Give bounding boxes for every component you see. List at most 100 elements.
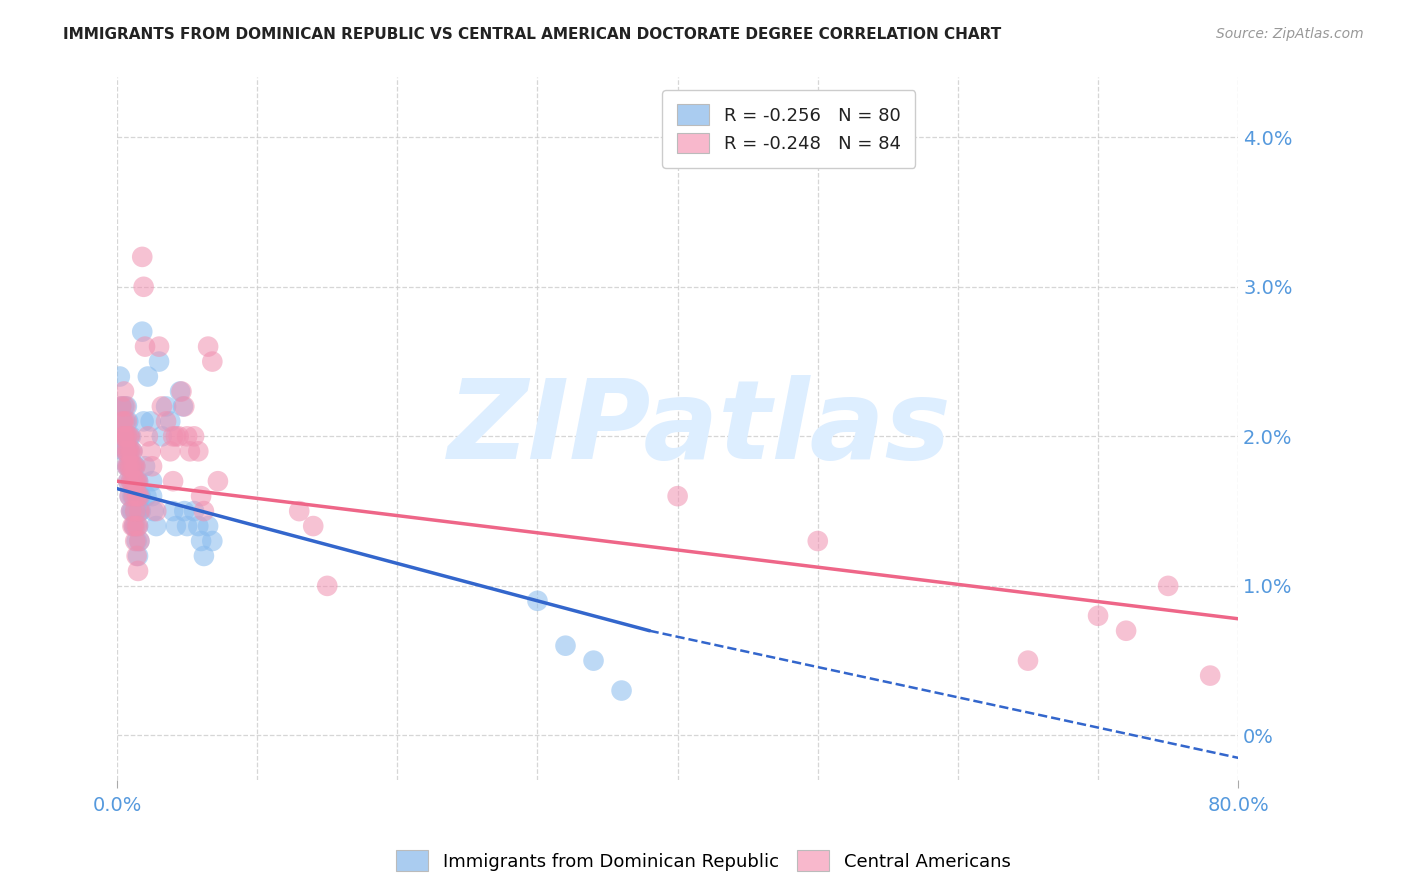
Point <box>114 400 136 414</box>
Point <box>582 654 605 668</box>
Point <box>190 489 212 503</box>
Point <box>150 429 173 443</box>
Point <box>118 489 141 503</box>
Point <box>125 489 148 503</box>
Point <box>554 639 576 653</box>
Point <box>124 504 146 518</box>
Point <box>111 429 134 443</box>
Point <box>117 474 139 488</box>
Point <box>124 459 146 474</box>
Point <box>122 459 145 474</box>
Point <box>150 400 173 414</box>
Point <box>115 400 138 414</box>
Point <box>121 444 143 458</box>
Point <box>118 444 141 458</box>
Point <box>170 384 193 399</box>
Point <box>1017 654 1039 668</box>
Point <box>124 504 146 518</box>
Point <box>155 414 177 428</box>
Point <box>190 534 212 549</box>
Legend: R = -0.256   N = 80, R = -0.248   N = 84: R = -0.256 N = 80, R = -0.248 N = 84 <box>662 90 915 168</box>
Point <box>127 549 149 563</box>
Point <box>117 474 139 488</box>
Point <box>176 519 198 533</box>
Point <box>124 474 146 488</box>
Point <box>111 429 134 443</box>
Point <box>120 429 142 443</box>
Point <box>125 474 148 488</box>
Point <box>165 519 187 533</box>
Point <box>121 489 143 503</box>
Point <box>1087 608 1109 623</box>
Point <box>128 504 150 518</box>
Point <box>121 459 143 474</box>
Point <box>807 534 830 549</box>
Point <box>187 444 209 458</box>
Point <box>115 459 138 474</box>
Point <box>145 519 167 533</box>
Point <box>125 504 148 518</box>
Point <box>526 594 548 608</box>
Point <box>122 474 145 488</box>
Point <box>141 474 163 488</box>
Point <box>141 459 163 474</box>
Point <box>108 369 131 384</box>
Point <box>129 504 152 518</box>
Point <box>197 519 219 533</box>
Point <box>127 519 149 533</box>
Point <box>112 414 135 428</box>
Point <box>121 459 143 474</box>
Point <box>167 429 190 443</box>
Point <box>187 519 209 533</box>
Point <box>118 429 141 443</box>
Legend: Immigrants from Dominican Republic, Central Americans: Immigrants from Dominican Republic, Cent… <box>388 843 1018 879</box>
Point <box>124 474 146 488</box>
Point <box>666 489 689 503</box>
Point <box>316 579 339 593</box>
Point <box>120 504 142 518</box>
Point <box>112 444 135 458</box>
Point <box>128 504 150 518</box>
Point <box>193 549 215 563</box>
Point <box>139 414 162 428</box>
Point <box>115 414 138 428</box>
Point <box>115 444 138 458</box>
Point <box>169 384 191 399</box>
Point <box>120 444 142 458</box>
Point <box>121 444 143 458</box>
Point <box>122 489 145 503</box>
Point <box>201 354 224 368</box>
Point <box>111 414 134 428</box>
Point <box>127 489 149 503</box>
Point <box>1199 668 1222 682</box>
Point <box>162 474 184 488</box>
Point <box>302 519 325 533</box>
Point <box>207 474 229 488</box>
Point <box>124 459 146 474</box>
Point <box>122 489 145 503</box>
Point <box>125 489 148 503</box>
Point <box>112 400 135 414</box>
Point <box>125 549 148 563</box>
Point <box>134 340 156 354</box>
Point <box>134 459 156 474</box>
Point <box>141 489 163 503</box>
Point <box>118 459 141 474</box>
Point <box>1115 624 1137 638</box>
Point <box>131 325 153 339</box>
Point <box>117 429 139 443</box>
Point <box>114 444 136 458</box>
Point <box>120 474 142 488</box>
Point <box>122 519 145 533</box>
Point <box>124 519 146 533</box>
Point <box>120 459 142 474</box>
Point <box>193 504 215 518</box>
Point <box>122 459 145 474</box>
Point <box>118 459 141 474</box>
Point <box>155 400 177 414</box>
Point <box>117 444 139 458</box>
Point <box>118 444 141 458</box>
Point <box>288 504 311 518</box>
Point <box>127 519 149 533</box>
Point <box>176 429 198 443</box>
